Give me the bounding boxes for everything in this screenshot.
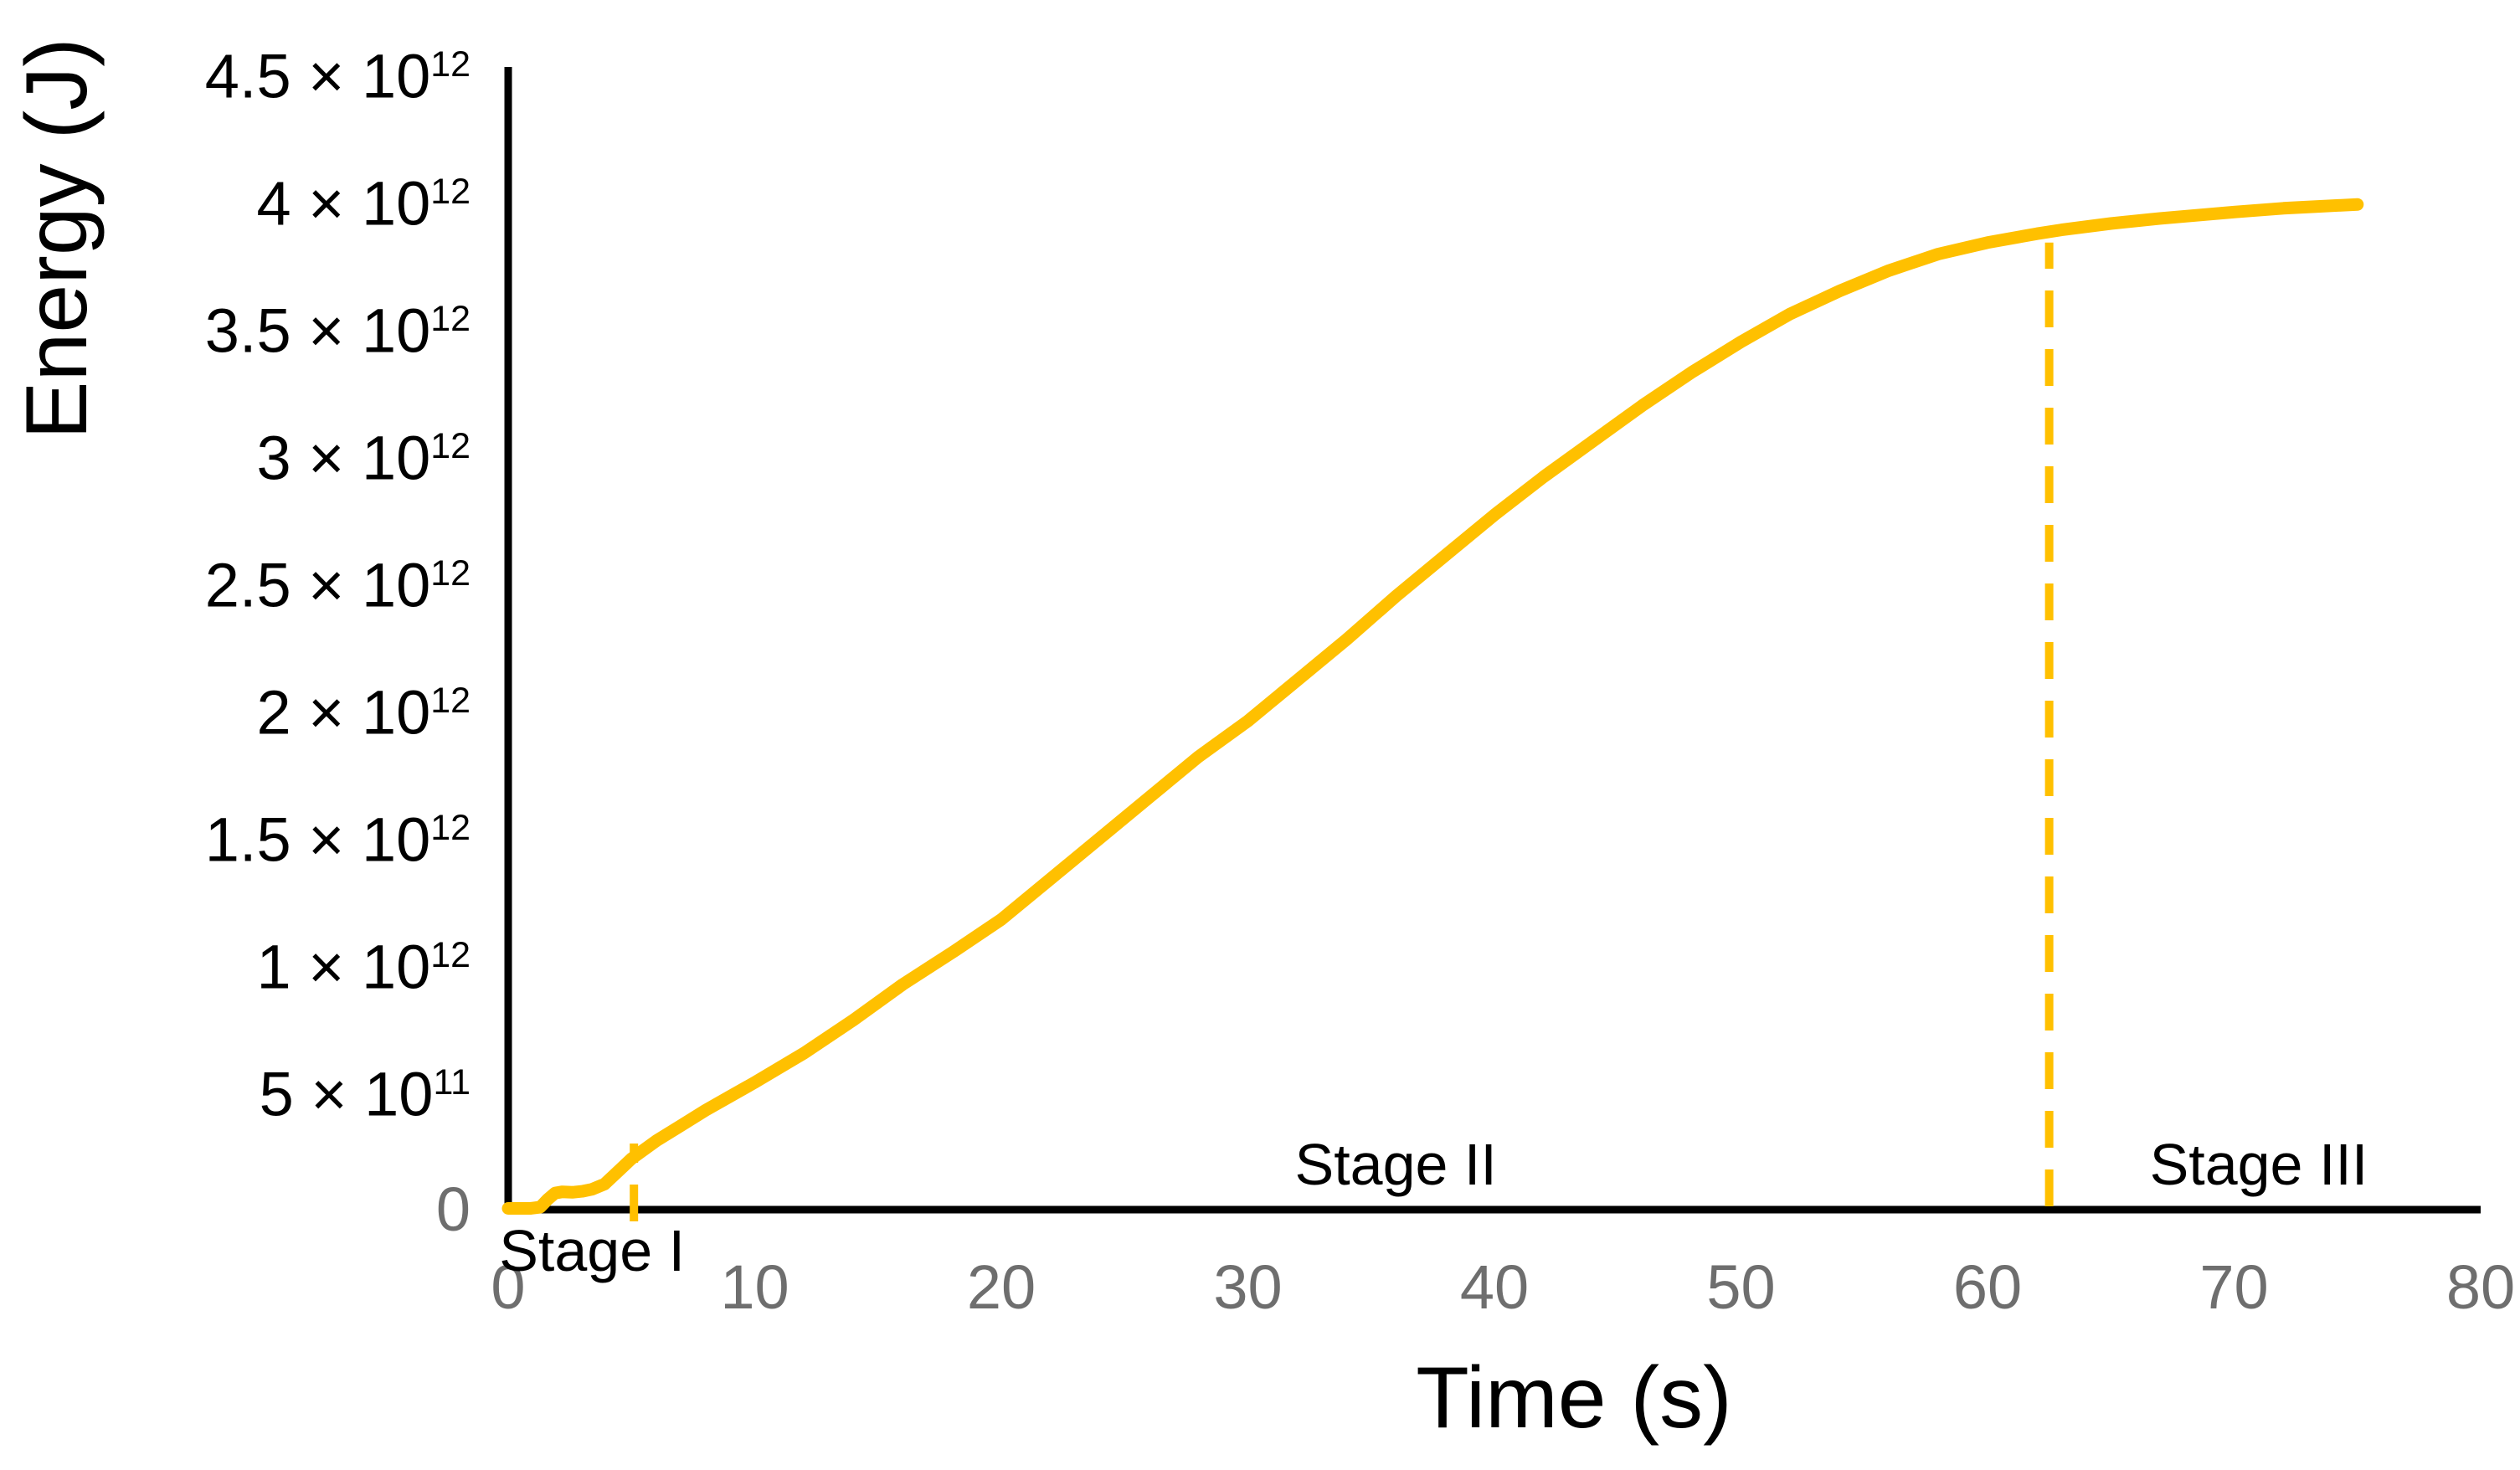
y-tick-text: 4 × 10 <box>256 168 431 239</box>
y-tick-exponent: 12 <box>430 299 471 339</box>
y-tick-exponent: 12 <box>430 681 471 721</box>
x-tick-label: 50 <box>1706 1252 1776 1322</box>
energy-curve-line <box>501 198 2364 1215</box>
y-axis-title-text: Energy (J) <box>8 38 105 439</box>
y-tick-exponent: 12 <box>430 44 471 85</box>
y-tick-exponent: 12 <box>430 808 471 848</box>
x-tick-label: 40 <box>1459 1252 1530 1322</box>
y-tick-text: 3 × 10 <box>256 423 431 493</box>
annotation-stage-iii: Stage III <box>2149 1132 2368 1197</box>
x-tick-label: 20 <box>966 1252 1036 1322</box>
y-tick-label: 2 × 1012 <box>0 663 471 751</box>
y-tick-exponent: 11 <box>433 1062 471 1102</box>
y-tick-label: 2.5 × 1012 <box>0 536 471 624</box>
y-tick-text: 2 × 10 <box>256 677 431 748</box>
y-tick-text: 2.5 × 10 <box>204 550 431 620</box>
y-axis-title: Energy (J) <box>8 0 105 494</box>
annotation-stage-i: Stage I <box>499 1218 686 1283</box>
annotation-stage-ii: Stage II <box>1294 1132 1497 1197</box>
y-tick-exponent: 12 <box>430 172 471 212</box>
y-tick-text: 4.5 × 10 <box>204 41 431 111</box>
x-axis-title: Time (s) <box>1222 1349 1926 1447</box>
x-tick-label: 10 <box>720 1252 789 1322</box>
y-tick-text: 0 <box>435 1174 471 1244</box>
y-tick-text: 1 × 10 <box>256 932 431 1002</box>
y-tick-label: 4 × 1012 <box>0 154 471 242</box>
y-tick-text: 3.5 × 10 <box>204 296 431 366</box>
y-tick-label: 4.5 × 1012 <box>0 27 471 115</box>
x-tick-label: 30 <box>1213 1252 1283 1322</box>
y-tick-text: 1.5 × 10 <box>204 804 431 875</box>
y-tick-label: 1 × 1012 <box>0 917 471 1005</box>
y-tick-text: 5 × 10 <box>259 1059 434 1129</box>
y-tick-label: 3.5 × 1012 <box>0 281 471 369</box>
x-axis-title-text: Time (s) <box>1416 1349 1732 1447</box>
y-tick-exponent: 12 <box>430 553 471 594</box>
y-tick-exponent: 12 <box>430 426 471 466</box>
y-tick-label: 5 × 1011 <box>0 1045 471 1133</box>
x-tick-label: 0 <box>491 1252 526 1322</box>
y-tick-label: 0 <box>0 1172 471 1247</box>
x-tick-label: 70 <box>2199 1252 2269 1322</box>
y-tick-exponent: 12 <box>430 935 471 975</box>
x-tick-label: 80 <box>2445 1252 2516 1322</box>
x-tick-label: 60 <box>1952 1252 2023 1322</box>
y-tick-label: 3 × 1012 <box>0 409 471 496</box>
y-tick-label: 1.5 × 1012 <box>0 790 471 878</box>
